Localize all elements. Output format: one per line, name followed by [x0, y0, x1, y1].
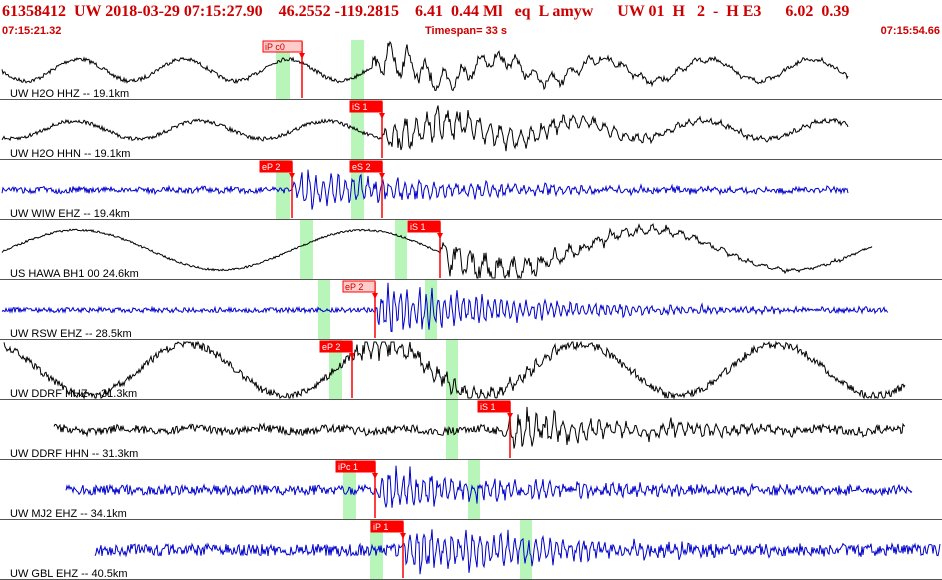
header-value-1: 6.02	[785, 3, 814, 20]
waveform	[1, 105, 849, 152]
seismogram-panel[interactable]: UW H2O HHZ -- 19.1km iP c0 UW H2O HHN -- 1…	[0, 40, 942, 580]
station-label: UW DDRF HHZ -- 31.3km	[10, 388, 137, 400]
pick-label: iS 1	[410, 222, 426, 232]
pick-marker-icon	[379, 113, 385, 119]
pick-tag	[477, 400, 511, 413]
station-label: UW MJ2 EHZ -- 34.1km	[10, 508, 127, 520]
analysis-window	[329, 340, 342, 400]
event-depth: 6.41	[415, 3, 444, 20]
station-label: UW H2O HHZ -- 19.1km	[10, 88, 129, 100]
waveform	[53, 406, 906, 449]
pick-marker-icon	[349, 353, 355, 359]
waveform	[65, 465, 913, 508]
pick-marker-icon	[379, 173, 385, 179]
station-label: UW H2O HHN -- 19.1km	[10, 148, 130, 160]
event-id: 61358412	[2, 3, 66, 20]
station-label: UW WIW EHZ -- 19.4km	[10, 208, 130, 220]
station-label: UW GBL EHZ -- 40.5km	[10, 568, 128, 580]
event-type: eq	[514, 3, 531, 20]
event-status: L	[538, 3, 549, 20]
phase-pick[interactable]: iS 1	[407, 220, 443, 278]
analysis-window	[395, 220, 407, 280]
pick-label: iP 1	[373, 522, 388, 532]
phase-pick[interactable]: eP 2	[259, 160, 295, 218]
pick-label: eP 2	[345, 282, 363, 292]
trace-row[interactable]: UW MJ2 EHZ -- 34.1km iPc 1	[0, 460, 942, 520]
trace-row[interactable]: UW H2O HHN -- 19.1km iS 1	[0, 100, 942, 160]
event-datetime: 2018-03-29 07:15:27.90	[105, 3, 263, 20]
pick-tag	[262, 40, 303, 53]
pick-label: iP c0	[265, 42, 285, 52]
window-end-time: 07:15:54.66	[880, 25, 940, 37]
waveform	[1, 223, 873, 280]
analysis-window	[300, 220, 313, 280]
pick-label: iS 1	[480, 402, 496, 412]
phase-pick[interactable]: iP c0	[262, 40, 305, 98]
pick-label: iS 1	[352, 102, 368, 112]
station-label: UW RSW EHZ -- 28.5km	[10, 328, 132, 340]
event-network: UW	[74, 3, 102, 20]
waveform	[1, 282, 889, 333]
analysis-window	[446, 340, 458, 400]
pick-tag	[335, 460, 376, 473]
window-start-time: 07:15:21.32	[2, 25, 62, 37]
phase-pick[interactable]: eP 2	[319, 340, 355, 398]
phase-pick[interactable]: iP 1	[370, 520, 406, 578]
pick-marker-icon	[372, 473, 378, 479]
trace-row[interactable]: US HAWA BH1 00 24.6km iS 1	[0, 220, 942, 280]
event-magnitude: 0.44 Ml	[451, 3, 503, 20]
pick-tag	[407, 220, 441, 233]
pick-tag	[370, 520, 404, 533]
pick-marker-icon	[372, 293, 378, 299]
header-value-2: 0.39	[821, 3, 850, 20]
event-header: 61358412 UW 2018-03-29 07:15:27.90 46.25…	[0, 0, 942, 40]
pick-tag	[342, 280, 376, 293]
analysis-window	[318, 280, 330, 340]
analysis-window	[276, 40, 290, 100]
pick-marker-icon	[400, 533, 406, 539]
pick-marker-icon	[299, 53, 305, 59]
timespan-label: Timespan= 33 s	[425, 25, 508, 37]
phase-pick[interactable]: eS 2	[349, 160, 385, 218]
waveform	[94, 529, 941, 575]
pick-tag	[319, 340, 353, 353]
analysis-window	[425, 280, 437, 340]
pick-label: iPc 1	[338, 462, 358, 472]
channel-info: UW 01 H 2 - H E3	[617, 3, 762, 20]
phase-pick[interactable]: iS 1	[477, 400, 513, 458]
event-author: amyw	[552, 3, 594, 20]
trace-row[interactable]: UW RSW EHZ -- 28.5km eP 2	[0, 280, 942, 340]
pick-tag	[259, 160, 293, 173]
pick-marker-icon	[437, 233, 443, 239]
analysis-window	[343, 460, 356, 520]
trace-row[interactable]: UW DDRF HHN -- 31.3km iS 1	[0, 400, 942, 460]
phase-pick[interactable]: iPc 1	[335, 460, 378, 518]
pick-label: eP 2	[262, 162, 280, 172]
phase-pick[interactable]: iS 1	[349, 100, 385, 158]
waveform	[3, 340, 906, 400]
station-label: UW DDRF HHN -- 31.3km	[10, 448, 138, 460]
analysis-window	[468, 460, 480, 520]
event-longitude: -119.2815	[334, 3, 400, 20]
pick-tag	[349, 100, 383, 113]
pick-marker-icon	[507, 413, 513, 419]
trace-row[interactable]: UW DDRF HHZ -- 31.3km eP 2	[0, 340, 942, 400]
trace-row[interactable]: UW GBL EHZ -- 40.5km iP 1	[0, 520, 942, 580]
trace-row[interactable]: UW H2O HHZ -- 19.1km iP c0	[0, 40, 942, 100]
pick-marker-icon	[289, 173, 295, 179]
pick-label: eP 2	[322, 342, 340, 352]
pick-tag	[349, 160, 383, 173]
pick-label: eS 2	[352, 162, 371, 172]
trace-row[interactable]: UW WIW EHZ -- 19.4km eP 2 eS 2	[0, 160, 942, 220]
waveform	[1, 40, 849, 92]
analysis-window	[520, 520, 532, 580]
phase-pick[interactable]: eP 2	[342, 280, 378, 338]
station-label: US HAWA BH1 00 24.6km	[10, 268, 139, 280]
event-latitude: 46.2552	[278, 3, 331, 20]
waveform	[1, 169, 849, 210]
event-summary-line: 61358412 UW 2018-03-29 07:15:27.90 46.25…	[2, 3, 940, 23]
analysis-window	[351, 40, 364, 100]
